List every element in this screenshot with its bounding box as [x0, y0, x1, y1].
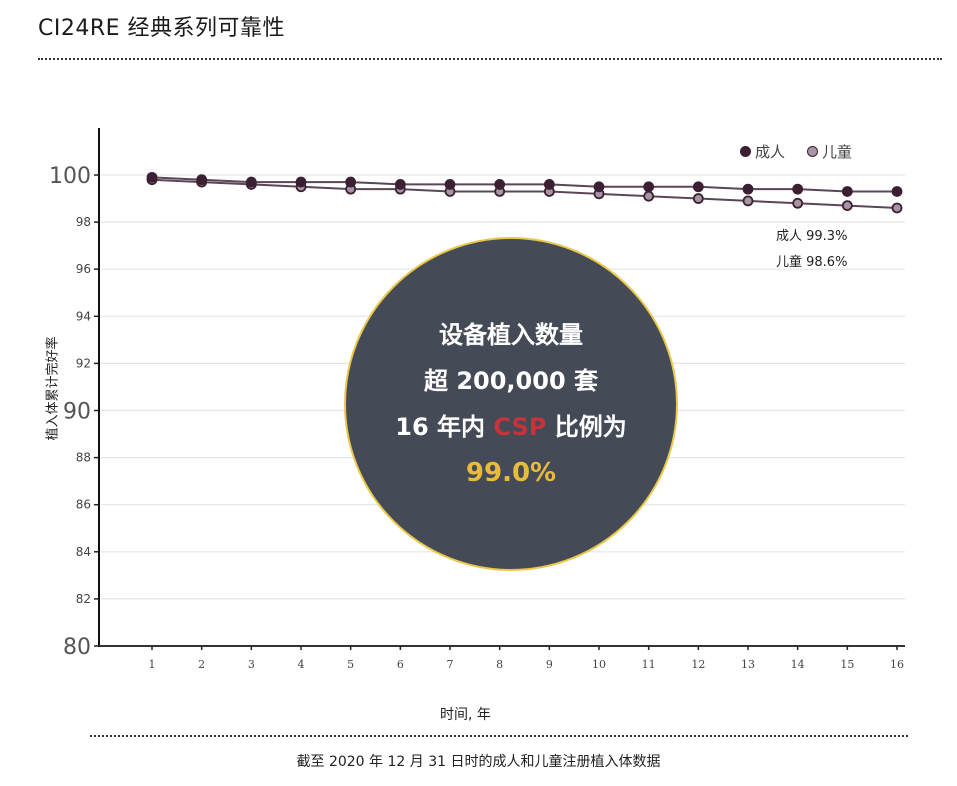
bottom-dotted-divider — [90, 735, 908, 737]
y-tick-label: 98 — [76, 215, 91, 229]
legend-label-adult: 成人 — [755, 143, 786, 161]
legend-item-child: 儿童 — [807, 141, 852, 162]
y-tick-label: 82 — [76, 592, 91, 606]
data-point — [295, 176, 307, 188]
x-tick-label: 1 — [149, 658, 156, 671]
y-tick-label: 90 — [63, 400, 91, 425]
data-point — [792, 197, 804, 209]
child-marker-icon — [807, 146, 819, 157]
callout-percent: 99.0% — [465, 458, 557, 488]
data-point — [841, 186, 853, 197]
page-title: CI24RE 经典系列可靠性 — [38, 16, 286, 41]
x-tick-label: 2 — [198, 658, 205, 671]
x-tick-label: 14 — [791, 658, 805, 671]
data-point — [792, 183, 804, 195]
legend-label-child: 儿童 — [822, 143, 853, 161]
data-point — [742, 183, 754, 195]
child-end-label: 儿童 98.6% — [776, 255, 848, 270]
x-tick-label: 4 — [298, 658, 305, 671]
data-point — [593, 181, 605, 193]
data-point — [345, 176, 357, 188]
data-point — [394, 179, 406, 190]
x-tick-label: 6 — [397, 658, 404, 671]
y-tick-label: 100 — [49, 164, 91, 189]
data-point — [543, 179, 555, 190]
data-point — [444, 179, 456, 190]
x-tick-label: 15 — [840, 658, 854, 671]
data-point — [891, 186, 903, 197]
callout-line-3-prefix: 16 年内 — [395, 413, 494, 441]
y-tick-label: 88 — [76, 451, 91, 465]
callout-line-1: 设备植入数量 — [439, 321, 583, 349]
data-point — [146, 171, 158, 183]
y-tick-label: 92 — [76, 356, 91, 370]
y-tick-label: 94 — [76, 309, 91, 323]
data-point — [245, 176, 257, 188]
top-dotted-divider — [38, 58, 942, 60]
x-tick-label: 8 — [496, 658, 503, 671]
callout-csp-highlight: CSP — [493, 413, 547, 441]
y-tick-label: 96 — [76, 262, 91, 276]
footnote-caption: 截至 2020 年 12 月 31 日时的成人和儿童注册植入体数据 — [296, 754, 661, 770]
y-tick-label: 84 — [76, 545, 91, 559]
x-axis-label: 时间, 年 — [440, 707, 491, 723]
y-tick-label: 80 — [63, 635, 91, 660]
data-point — [742, 195, 754, 207]
callout-line-3-suffix: 比例为 — [546, 413, 627, 441]
y-tick-label: 86 — [76, 498, 91, 512]
adult-end-label: 成人 99.3% — [776, 229, 848, 244]
chart-legend: 成人 儿童 — [740, 141, 874, 162]
x-tick-label: 13 — [741, 658, 755, 671]
data-point — [494, 179, 506, 190]
x-tick-label: 12 — [691, 658, 705, 671]
data-point — [692, 193, 704, 204]
x-tick-label: 9 — [546, 658, 553, 671]
x-tick-label: 16 — [890, 658, 904, 671]
series-line — [151, 176, 897, 193]
data-point — [891, 202, 903, 214]
callout-circle: 设备植入数量 超 200,000 套 16 年内 CSP 比例为 99.0% — [344, 237, 678, 571]
callout-line-3: 16 年内 CSP 比例为 — [395, 404, 626, 450]
adult-marker-icon — [740, 146, 751, 157]
callout-line-2: 超 200,000 套 — [423, 367, 599, 395]
data-point — [196, 174, 208, 186]
data-point — [643, 181, 655, 193]
x-tick-label: 7 — [447, 658, 454, 671]
x-tick-label: 10 — [592, 658, 606, 671]
y-axis-label: 植入体累计完好率 — [45, 336, 61, 441]
x-tick-label: 5 — [347, 658, 354, 671]
data-point — [692, 181, 704, 193]
x-tick-label: 3 — [248, 658, 255, 671]
series-line — [151, 178, 898, 209]
data-point — [841, 200, 853, 212]
data-point — [643, 190, 655, 202]
x-tick-label: 11 — [642, 658, 656, 671]
legend-item-adult: 成人 — [740, 141, 785, 162]
